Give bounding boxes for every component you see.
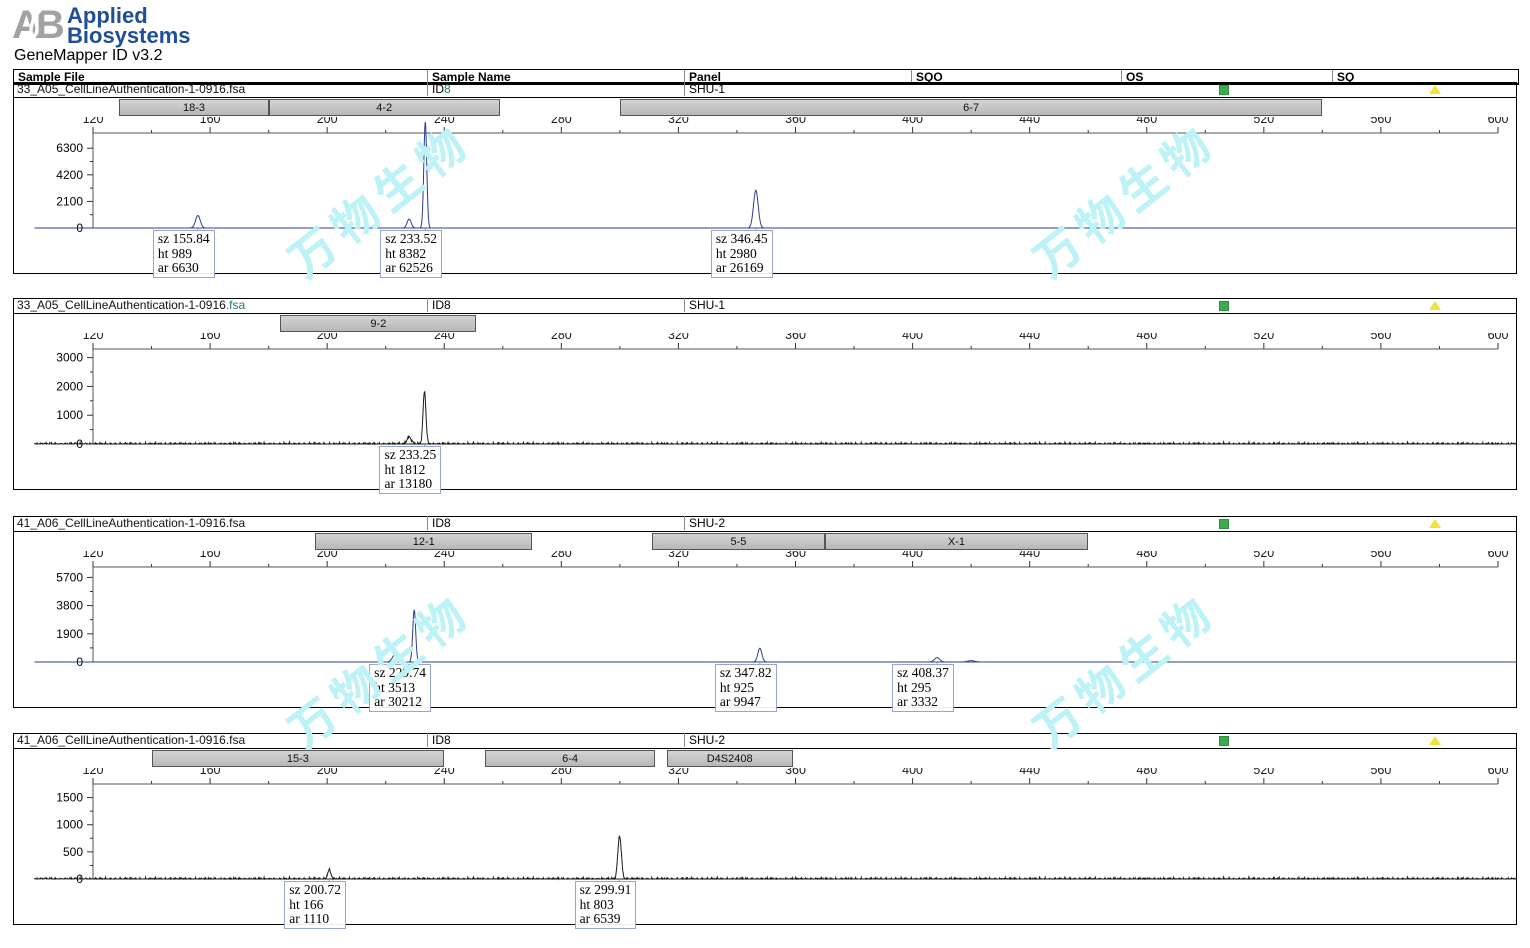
svg-text:440: 440 xyxy=(1019,333,1040,342)
svg-text:280: 280 xyxy=(551,117,572,126)
svg-text:200: 200 xyxy=(317,117,338,126)
svg-text:120: 120 xyxy=(83,768,104,777)
svg-text:360: 360 xyxy=(785,768,806,777)
svg-text:480: 480 xyxy=(1136,551,1157,560)
svg-text:320: 320 xyxy=(668,333,689,342)
svg-text:Biosystems: Biosystems xyxy=(67,23,191,48)
svg-text:520: 520 xyxy=(1253,551,1274,560)
svg-text:560: 560 xyxy=(1370,551,1391,560)
svg-text:200: 200 xyxy=(317,768,338,777)
svg-text:2000: 2000 xyxy=(56,379,83,393)
svg-text:6300: 6300 xyxy=(56,141,83,155)
svg-text:2100: 2100 xyxy=(56,194,83,208)
svg-text:160: 160 xyxy=(200,551,221,560)
svg-text:240: 240 xyxy=(434,768,455,777)
svg-text:520: 520 xyxy=(1253,768,1274,777)
svg-text:360: 360 xyxy=(785,551,806,560)
svg-text:120: 120 xyxy=(83,333,104,342)
svg-text:520: 520 xyxy=(1253,333,1274,342)
svg-text:5700: 5700 xyxy=(56,570,83,584)
svg-text:160: 160 xyxy=(200,117,221,126)
svg-text:1500: 1500 xyxy=(56,791,83,805)
svg-text:440: 440 xyxy=(1019,117,1040,126)
svg-text:1900: 1900 xyxy=(56,627,83,641)
svg-text:3000: 3000 xyxy=(56,351,83,365)
svg-text:200: 200 xyxy=(317,551,338,560)
svg-text:120: 120 xyxy=(83,117,104,126)
svg-text:480: 480 xyxy=(1136,333,1157,342)
svg-text:600: 600 xyxy=(1488,551,1509,560)
svg-text:240: 240 xyxy=(434,333,455,342)
svg-text:600: 600 xyxy=(1488,333,1509,342)
svg-text:560: 560 xyxy=(1370,768,1391,777)
svg-text:280: 280 xyxy=(551,768,572,777)
svg-text:160: 160 xyxy=(200,333,221,342)
svg-text:3800: 3800 xyxy=(56,599,83,613)
svg-text:240: 240 xyxy=(434,117,455,126)
svg-text:400: 400 xyxy=(902,333,923,342)
svg-text:280: 280 xyxy=(551,551,572,560)
svg-text:240: 240 xyxy=(434,551,455,560)
svg-text:560: 560 xyxy=(1370,117,1391,126)
svg-text:320: 320 xyxy=(668,117,689,126)
svg-text:400: 400 xyxy=(902,117,923,126)
svg-text:1000: 1000 xyxy=(56,408,83,422)
svg-text:400: 400 xyxy=(902,551,923,560)
svg-text:480: 480 xyxy=(1136,117,1157,126)
svg-text:1000: 1000 xyxy=(56,818,83,832)
svg-text:560: 560 xyxy=(1370,333,1391,342)
svg-text:320: 320 xyxy=(668,768,689,777)
svg-text:4200: 4200 xyxy=(56,168,83,182)
svg-text:280: 280 xyxy=(551,333,572,342)
svg-text:600: 600 xyxy=(1488,117,1509,126)
svg-text:160: 160 xyxy=(200,768,221,777)
svg-text:320: 320 xyxy=(668,551,689,560)
svg-text:500: 500 xyxy=(63,845,83,859)
svg-text:400: 400 xyxy=(902,768,923,777)
svg-text:200: 200 xyxy=(317,333,338,342)
svg-text:600: 600 xyxy=(1488,768,1509,777)
svg-text:360: 360 xyxy=(785,333,806,342)
svg-text:120: 120 xyxy=(83,551,104,560)
svg-text:520: 520 xyxy=(1253,117,1274,126)
svg-text:480: 480 xyxy=(1136,768,1157,777)
svg-text:440: 440 xyxy=(1019,551,1040,560)
svg-text:360: 360 xyxy=(785,117,806,126)
svg-text:440: 440 xyxy=(1019,768,1040,777)
